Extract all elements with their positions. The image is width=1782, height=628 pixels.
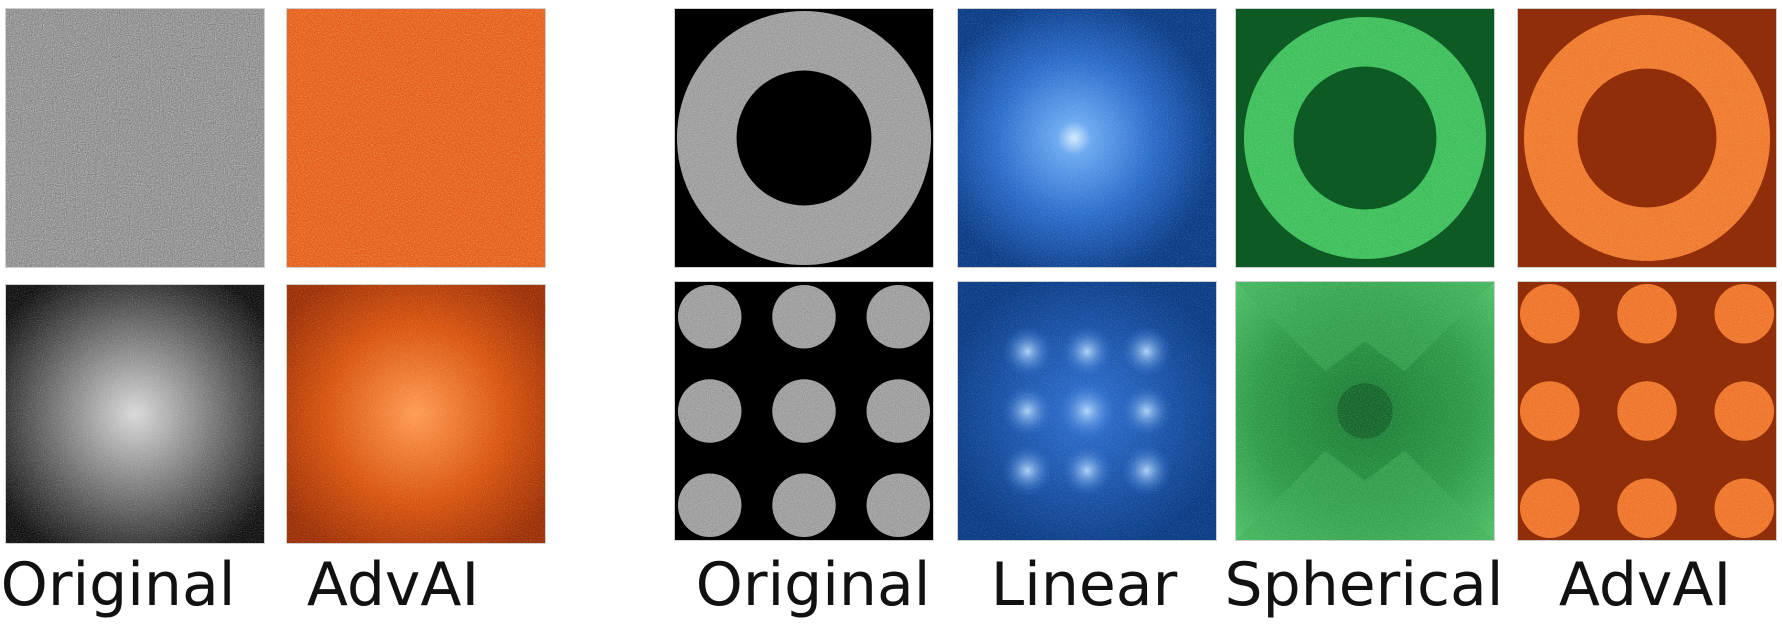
label-left-advai: AdvAI <box>306 550 480 620</box>
original-uniform-noise-image <box>5 8 265 268</box>
spherical-ring-reconstruction-image <box>1235 8 1495 268</box>
original-ring-image <box>674 8 934 268</box>
label-left-original: Original <box>0 550 236 620</box>
label-right-spherical: Spherical <box>1224 550 1504 620</box>
advai-gaussian-blob-image <box>286 284 546 544</box>
spherical-dot-grid-reconstruction-image <box>1235 281 1495 541</box>
advai-uniform-orange-image <box>286 8 546 268</box>
linear-ring-reconstruction-image <box>957 8 1217 268</box>
original-gaussian-blob-image <box>5 284 265 544</box>
label-right-linear: Linear <box>990 550 1178 620</box>
advai-dot-grid-reconstruction-image <box>1517 281 1777 541</box>
original-dot-grid-image <box>674 281 934 541</box>
label-right-original: Original <box>695 550 931 620</box>
linear-dot-grid-reconstruction-image <box>957 281 1217 541</box>
label-right-advai: AdvAI <box>1558 550 1732 620</box>
advai-ring-reconstruction-image <box>1517 8 1777 268</box>
